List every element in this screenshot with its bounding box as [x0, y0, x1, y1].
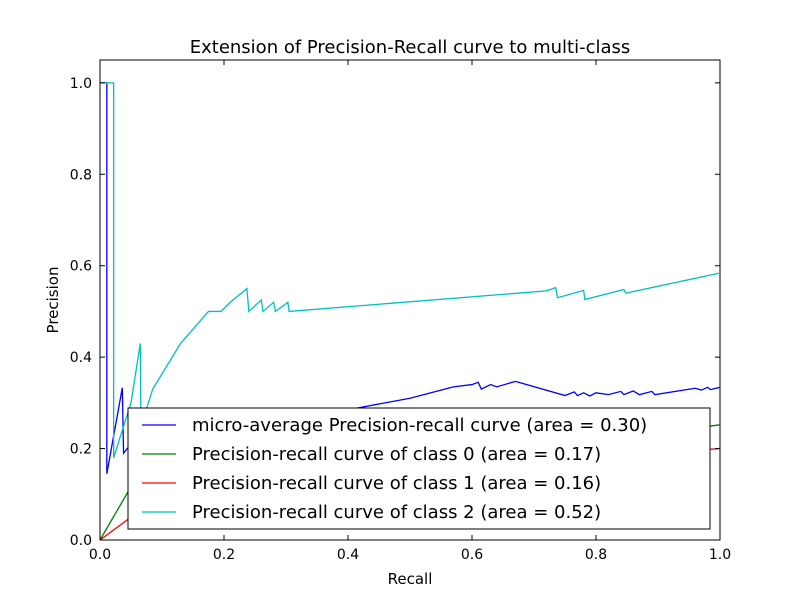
y-axis-ticks: 0.0 0.2 0.4 0.6 0.8 1.0 — [70, 76, 720, 549]
legend-frame — [127, 407, 711, 530]
x-axis-title: Recall — [388, 570, 433, 588]
legend-label-1: Precision-recall curve of class 0 (area … — [192, 444, 601, 465]
legend-label-2: Precision-recall curve of class 1 (area … — [192, 473, 601, 494]
y-tick-label: 0.2 — [70, 442, 92, 458]
x-tick-label: 1.0 — [709, 547, 731, 563]
y-tick-label: 0.6 — [70, 259, 92, 275]
chart-title: Extension of Precision-Recall curve to m… — [190, 37, 631, 58]
series-line-3 — [100, 82, 721, 458]
legend: micro-average Precision-recall curve (ar… — [127, 407, 711, 530]
y-tick-label: 0.4 — [70, 350, 92, 366]
legend-entries: micro-average Precision-recall curve (ar… — [142, 415, 647, 523]
x-axis-ticks: 0.0 0.2 0.4 0.6 0.8 1.0 — [89, 60, 731, 563]
legend-label-0: micro-average Precision-recall curve (ar… — [192, 415, 647, 436]
x-tick-label: 0.6 — [461, 547, 483, 563]
x-tick-label: 0.4 — [337, 547, 359, 563]
legend-label-3: Precision-recall curve of class 2 (area … — [192, 502, 601, 523]
y-tick-label: 0.0 — [70, 533, 92, 549]
x-tick-label: 0.0 — [89, 547, 111, 563]
y-tick-label: 1.0 — [70, 76, 92, 92]
y-tick-label: 0.8 — [70, 167, 92, 183]
x-tick-label: 0.8 — [585, 547, 607, 563]
x-tick-label: 0.2 — [213, 547, 235, 563]
y-axis-title: Precision — [44, 267, 62, 334]
